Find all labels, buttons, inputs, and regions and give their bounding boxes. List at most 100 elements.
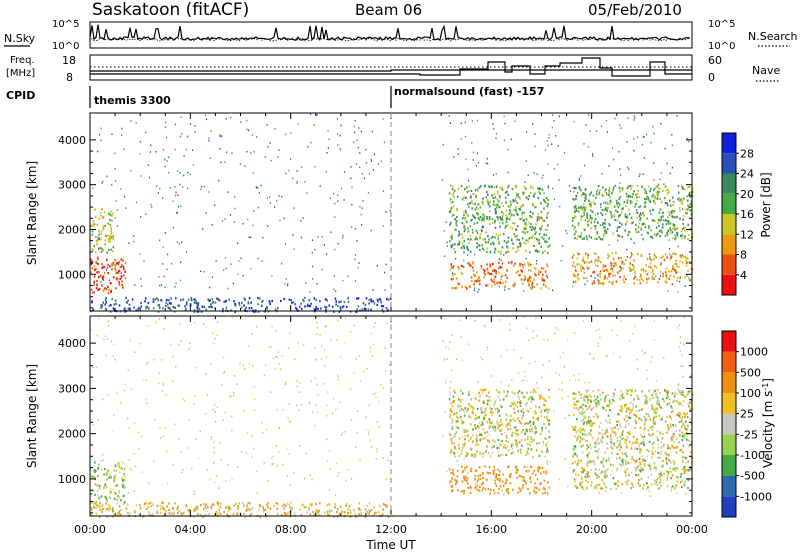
- heatmap-cell: [683, 456, 686, 459]
- heatmap-cell: [586, 439, 589, 443]
- heatmap-scatter: [293, 471, 295, 474]
- heatmap-cell: [580, 393, 583, 396]
- heatmap-cell: [662, 215, 664, 218]
- heatmap-cell: [544, 249, 546, 252]
- heatmap-cell: [487, 235, 489, 238]
- heatmap-cell: [586, 422, 588, 426]
- heatmap-scatter: [100, 139, 102, 142]
- heatmap-scatter: [686, 195, 688, 198]
- heatmap-cell: [120, 466, 122, 469]
- heatmap-cell: [233, 300, 235, 303]
- heatmap-cell: [283, 511, 286, 515]
- heatmap-cell: [529, 216, 532, 219]
- heatmap-cell: [504, 285, 506, 288]
- heatmap-cell: [506, 246, 509, 249]
- heatmap-cell: [480, 410, 483, 413]
- heatmap-scatter: [461, 359, 463, 362]
- heatmap-cell: [524, 239, 527, 242]
- heatmap-cell: [639, 216, 642, 219]
- heatmap-cell: [476, 242, 478, 245]
- heatmap-cell: [598, 236, 601, 239]
- heatmap-cell: [475, 469, 478, 472]
- heatmap-cell: [493, 468, 496, 471]
- heatmap-scatter: [547, 187, 549, 189]
- heatmap-cell: [95, 261, 97, 264]
- heatmap-cell: [635, 469, 637, 472]
- heatmap-cell: [609, 421, 611, 424]
- heatmap-cell: [467, 248, 469, 251]
- heatmap-cell: [105, 287, 108, 291]
- heatmap-cell: [504, 191, 507, 194]
- heatmap-cell: [635, 474, 637, 477]
- heatmap-cell: [280, 299, 282, 302]
- heatmap-cell: [582, 433, 584, 436]
- heatmap-cell: [617, 445, 620, 448]
- heatmap-scatter: [280, 368, 282, 371]
- heatmap-cell: [677, 401, 680, 404]
- heatmap-cell: [499, 420, 502, 423]
- heatmap-cell: [520, 410, 523, 413]
- heatmap-cell: [589, 202, 591, 206]
- heatmap-cell: [325, 306, 328, 309]
- heatmap-cell: [528, 221, 530, 224]
- heatmap-scatter: [653, 162, 655, 164]
- heatmap-cell: [590, 429, 592, 432]
- heatmap-scatter: [460, 138, 462, 140]
- heatmap-cell: [575, 403, 577, 406]
- y-tick-label: 3000: [58, 179, 86, 192]
- heatmap-scatter: [499, 218, 501, 220]
- heatmap-cell: [509, 200, 512, 203]
- heatmap-scatter: [185, 148, 187, 151]
- heatmap-cell: [516, 405, 519, 408]
- heatmap-scatter: [577, 192, 579, 194]
- heatmap-cell: [581, 438, 583, 441]
- heatmap-cell: [498, 196, 501, 200]
- heatmap-cell: [574, 425, 577, 428]
- heatmap-cell: [594, 398, 597, 401]
- heatmap-cell: [219, 512, 222, 515]
- heatmap-cell: [669, 222, 672, 225]
- heatmap-scatter: [275, 445, 278, 447]
- heatmap-scatter: [168, 171, 170, 174]
- heatmap-scatter: [257, 206, 259, 209]
- colorbar-swatch: [722, 234, 736, 255]
- heatmap-cell: [660, 450, 663, 453]
- heatmap-scatter: [180, 340, 182, 342]
- heatmap-cell: [527, 487, 529, 491]
- heatmap-cell: [380, 301, 382, 304]
- heatmap-cell: [120, 258, 123, 261]
- heatmap-scatter: [285, 172, 287, 175]
- heatmap-cell: [651, 450, 653, 453]
- heatmap-cell: [495, 272, 497, 275]
- heatmap-cell: [685, 208, 688, 211]
- heatmap-scatter: [339, 134, 341, 137]
- heatmap-cell: [546, 263, 548, 266]
- heatmap-cell: [193, 309, 196, 312]
- heatmap-cell: [309, 503, 312, 506]
- heatmap-cell: [466, 262, 469, 265]
- heatmap-cell: [575, 484, 577, 488]
- heatmap-scatter: [603, 202, 605, 204]
- heatmap-scatter: [110, 488, 112, 490]
- heatmap-cell: [100, 468, 103, 471]
- heatmap-cell: [514, 404, 517, 407]
- heatmap-cell: [528, 284, 530, 287]
- heatmap-scatter: [242, 274, 244, 277]
- heatmap-scatter: [559, 205, 561, 208]
- heatmap-scatter: [562, 245, 564, 248]
- heatmap-cell: [611, 402, 613, 405]
- heatmap-cell: [174, 502, 176, 505]
- heatmap-cell: [451, 233, 453, 237]
- heatmap-cell: [543, 198, 545, 201]
- heatmap-cell: [670, 270, 673, 273]
- heatmap-cell: [343, 511, 346, 514]
- heatmap-cell: [610, 216, 613, 219]
- heatmap-cell: [357, 297, 360, 300]
- heatmap-cell: [96, 239, 99, 242]
- heatmap-scatter: [535, 263, 538, 265]
- heatmap-scatter: [125, 207, 127, 209]
- heatmap-cell: [645, 396, 648, 399]
- heatmap-scatter: [328, 138, 330, 141]
- heatmap-cell: [624, 452, 627, 455]
- heatmap-cell: [541, 426, 543, 429]
